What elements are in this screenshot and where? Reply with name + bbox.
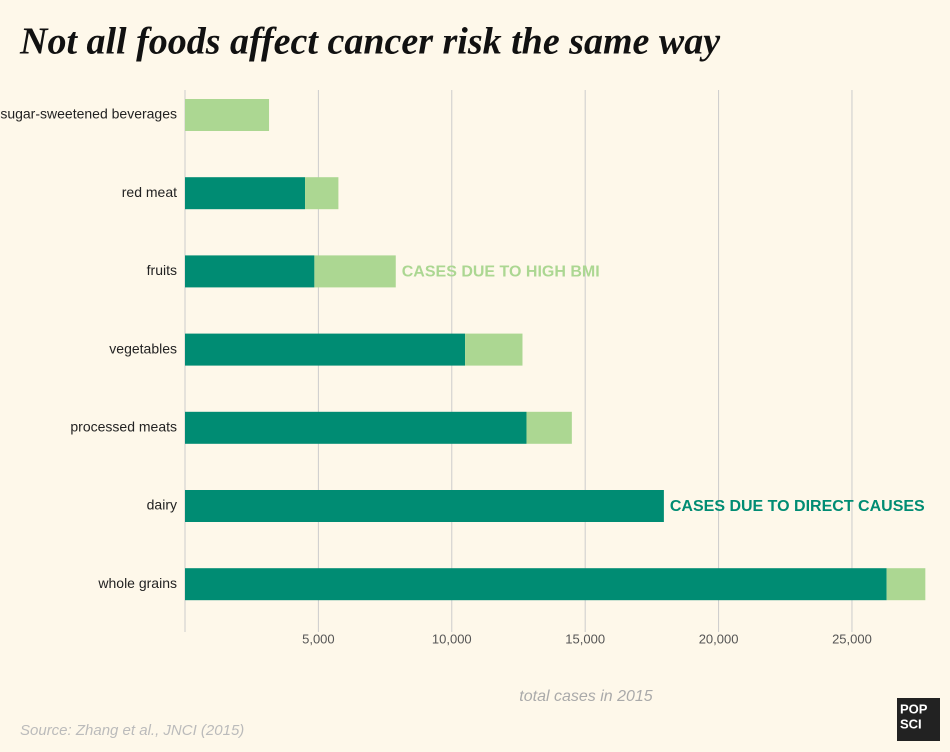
logo-text: SCI [900, 716, 922, 731]
y-tick-label: dairy [147, 497, 177, 513]
bar-segment [185, 255, 315, 288]
y-tick-label: red meat [122, 184, 177, 200]
x-tick-label: 25,000 [832, 631, 872, 646]
x-tick-label: 20,000 [699, 631, 739, 646]
x-axis-label: total cases in 2015 [519, 688, 653, 705]
logo-box [897, 698, 940, 741]
x-tick-label: 5,000 [302, 631, 335, 646]
chart-title: Not all foods affect cancer risk the sam… [19, 21, 720, 63]
logo-text: POP [900, 701, 928, 716]
legend-label: CASES DUE TO HIGH BMI [402, 264, 600, 281]
bar-segment [185, 490, 664, 522]
bar-segment [465, 333, 523, 366]
legend-label: CASES DUE TO DIRECT CAUSES [670, 498, 925, 515]
x-tick-label: 15,000 [565, 631, 605, 646]
y-tick-label: processed meats [70, 419, 177, 435]
bar-segment [305, 177, 339, 210]
bar-segment [185, 333, 466, 366]
bar-segment [185, 411, 527, 444]
bar-segment [886, 568, 926, 601]
x-tick-label: 10,000 [432, 631, 472, 646]
bar-segment [185, 568, 887, 601]
bar-segment [185, 99, 270, 131]
bar-segment [314, 255, 396, 288]
y-tick-label: vegetables [109, 340, 177, 356]
bar-segment [526, 411, 572, 444]
y-tick-label: sugar-sweetened beverages [0, 106, 177, 122]
bar-segment [185, 177, 306, 210]
y-tick-label: whole grains [97, 575, 177, 591]
y-tick-label: fruits [147, 262, 177, 278]
source: Source: Zhang et al., JNCI (2015) [20, 722, 244, 739]
